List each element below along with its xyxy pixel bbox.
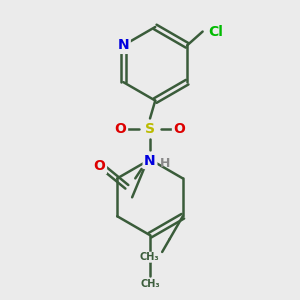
Text: CH₃: CH₃ (140, 252, 159, 262)
Text: O: O (94, 159, 106, 173)
Text: H: H (160, 157, 170, 170)
Text: CH₃: CH₃ (140, 279, 160, 289)
Text: N: N (144, 154, 156, 167)
Text: O: O (173, 122, 185, 136)
Text: O: O (115, 122, 127, 136)
Text: Cl: Cl (208, 25, 223, 39)
Text: N: N (118, 38, 129, 52)
Text: S: S (145, 122, 155, 136)
